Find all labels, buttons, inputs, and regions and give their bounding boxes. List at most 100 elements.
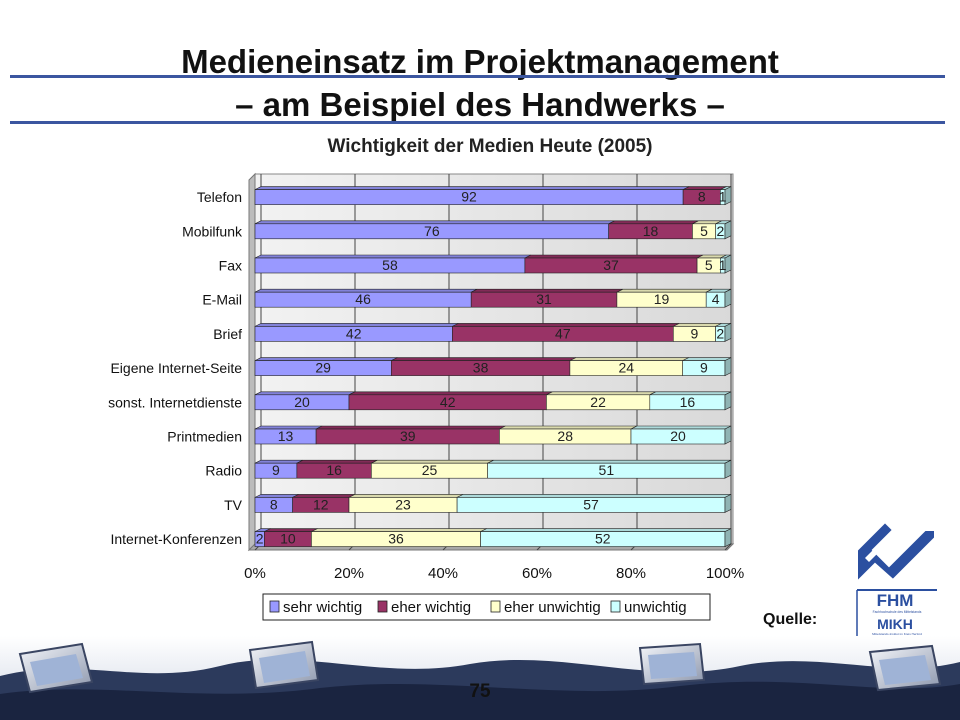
legend-swatch [610, 600, 621, 613]
bar-segment [630, 425, 732, 445]
data-label: 4 [712, 291, 720, 307]
data-label: 39 [400, 428, 416, 444]
bar-segment [371, 459, 494, 479]
bar-segment [296, 459, 378, 479]
category-label: Printmedien [167, 429, 242, 445]
bar-segment [546, 391, 656, 411]
data-label: 28 [557, 428, 573, 444]
category-label: sonst. Internetdienste [108, 394, 242, 410]
bars [254, 186, 732, 548]
bar-segment [254, 391, 356, 411]
data-label: 31 [536, 291, 552, 307]
bar-segment [487, 459, 732, 479]
data-label: 37 [603, 257, 619, 273]
footer-banner [0, 636, 960, 720]
data-label: 58 [382, 257, 398, 273]
data-label: 9 [272, 462, 280, 478]
chart-title: Wichtigkeit der Medien Heute (2005) [327, 136, 653, 157]
bar-segment [616, 288, 713, 308]
legend-label: eher wichtig [391, 599, 471, 616]
legend-swatch [377, 600, 388, 613]
data-label: 20 [294, 394, 310, 410]
bar-segment [682, 357, 732, 377]
bar-segment [705, 288, 732, 308]
legend: sehr wichtig eher wichtig eher unwichtig un… [262, 593, 711, 621]
data-label: 10 [280, 531, 296, 547]
logo-text: FHM [877, 591, 914, 610]
slide-title: Medieneinsatz im Projektmanagement – am … [0, 40, 960, 126]
bar-segment [390, 357, 577, 376]
data-label: 51 [599, 462, 615, 478]
stacked-bar-chart: 92 8 176 18 5 258 37 5 146 31 19 442 47 9 229 38 24 920 42… [108, 172, 744, 621]
data-label: 24 [619, 360, 635, 376]
data-label: 46 [355, 291, 371, 307]
monitor-icon [868, 644, 942, 692]
legend-swatch [490, 600, 501, 613]
data-label: 29 [315, 360, 331, 376]
fhm-logo: FHM Fachhochschule des Mittelstands MIKH… [856, 520, 937, 636]
bar-segment [524, 254, 704, 274]
x-tick-label: 80% [616, 565, 646, 582]
source-label: Quelle: [763, 611, 818, 628]
data-label: 1 [719, 189, 727, 205]
slide-title-line2: – am Beispiel des Handwerks – [235, 86, 725, 123]
data-label: 57 [583, 496, 599, 512]
bar-segment [254, 288, 478, 308]
bar-segment [292, 494, 356, 513]
x-tick-label: 40% [428, 565, 458, 582]
category-label: Eigene Internet-Seite [110, 360, 242, 376]
data-label: 52 [595, 531, 611, 547]
monitor-icon [18, 642, 94, 694]
category-labels: Telefon Mobilfunk Fax E-Mail Brief Eigene Int… [108, 189, 243, 547]
bar-segment [715, 220, 732, 240]
data-label: 8 [698, 189, 706, 205]
data-label: 8 [270, 496, 278, 512]
slide-title-line1: Medieneinsatz im Projektmanagement [181, 43, 779, 80]
data-label: 2 [716, 223, 724, 239]
logo-subtext2: Mittelstands-Institut im Kreis Herford [872, 632, 922, 636]
data-label: 2 [716, 325, 724, 341]
category-label: Radio [205, 463, 242, 479]
legend-swatch [269, 600, 280, 613]
category-label: Telefon [197, 189, 242, 205]
title-rule-top [10, 75, 945, 78]
page-number: 75 [469, 681, 491, 702]
category-label: TV [224, 497, 243, 513]
bar-segment [480, 528, 732, 548]
x-axis-ticks: 0% 20% 40% 60% 80% 100% [244, 565, 744, 582]
bar-segment [720, 186, 732, 206]
data-label: 36 [388, 531, 404, 547]
data-label: 13 [278, 428, 294, 444]
bar-segment [696, 254, 727, 274]
monitor-icon [638, 642, 706, 686]
bar-segment [254, 220, 615, 240]
data-label: 23 [395, 496, 411, 512]
category-label: Fax [219, 258, 242, 274]
bar-segment [254, 323, 459, 342]
category-label: Mobilfunk [182, 223, 243, 239]
data-label: 22 [590, 394, 606, 410]
bar-segment [649, 391, 732, 411]
data-label: 9 [700, 360, 708, 376]
title-rule-bottom [10, 121, 945, 124]
data-label: 25 [422, 462, 438, 478]
x-tick-label: 100% [706, 565, 744, 582]
bar-segment [499, 425, 638, 445]
data-label: 16 [680, 394, 696, 410]
data-label: 42 [346, 325, 362, 341]
data-label: 42 [440, 394, 456, 410]
x-tick-label: 0% [244, 565, 266, 582]
data-label: 5 [700, 223, 708, 239]
grid-line-floor [724, 543, 732, 551]
legend-box [262, 593, 711, 621]
data-label: 19 [654, 291, 670, 307]
data-label: 47 [555, 325, 571, 341]
data-label: 38 [473, 360, 489, 376]
data-label: 76 [424, 223, 440, 239]
bar-segment [456, 493, 732, 513]
data-label: 92 [461, 189, 477, 205]
data-labels: 92 8 176 18 5 258 37 5 146 31 19 442 47 9 229 38 24 920 42… [256, 189, 727, 547]
data-label: 12 [313, 496, 329, 512]
legend-label: eher unwichtig [504, 599, 601, 616]
data-label: 2 [256, 531, 264, 547]
